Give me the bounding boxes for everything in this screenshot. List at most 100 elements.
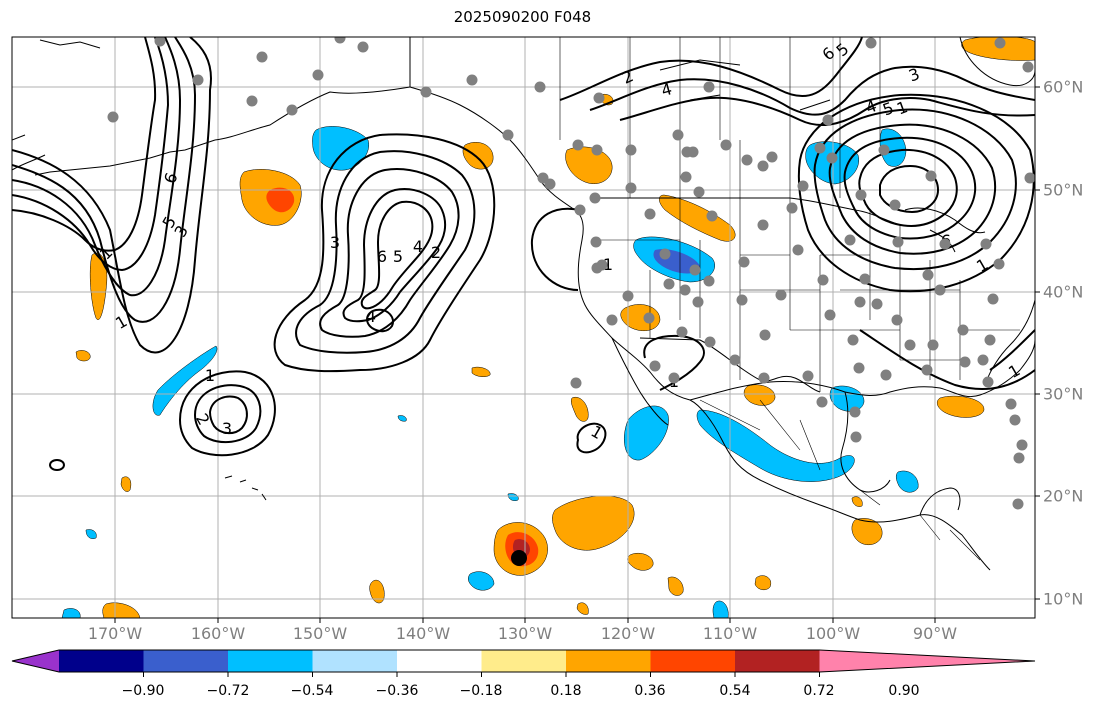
- russia-coast: [12, 39, 101, 171]
- lat-label: 40°N: [1043, 282, 1084, 302]
- contour-label: 5: [393, 247, 403, 266]
- contour-2: [813, 108, 1017, 271]
- graticule: [12, 37, 1035, 618]
- station-marker: [502, 129, 514, 141]
- station-marker: [466, 74, 478, 86]
- station-marker: [625, 144, 637, 156]
- lon-label: 150°W: [292, 624, 348, 643]
- contour-label: 2: [431, 243, 441, 262]
- contour-1: [797, 93, 1035, 293]
- contour-3: [589, 65, 1035, 116]
- contour-label: 6: [377, 247, 387, 266]
- station-marker: [736, 294, 748, 306]
- negative-anomaly-area: [895, 470, 919, 493]
- hawaii-islands: [224, 475, 267, 501]
- station-marker: [792, 244, 804, 256]
- station-marker: [668, 372, 680, 384]
- station-marker: [758, 372, 770, 384]
- contour-1: [989, 329, 1035, 371]
- station-marker: [1016, 439, 1028, 451]
- station-marker: [246, 95, 258, 107]
- contour-1: [643, 334, 705, 391]
- station-marker: [703, 81, 715, 93]
- station-marker: [693, 186, 705, 198]
- positive-anomaly-area: [471, 366, 491, 377]
- colorbar-label: 0.72: [803, 683, 835, 699]
- contour-2: [193, 384, 262, 444]
- station-marker: [802, 370, 814, 382]
- station-marker: [704, 336, 716, 348]
- state-lines: [600, 37, 1020, 392]
- station-marker: [1012, 498, 1024, 510]
- contour-label: 4: [366, 307, 376, 326]
- station-marker: [357, 41, 369, 53]
- negative-anomaly-area: [696, 409, 855, 482]
- positive-anomaly-area: [120, 476, 132, 492]
- station-marker: [982, 376, 994, 388]
- north-coast: [214, 86, 411, 141]
- station-marker: [692, 296, 704, 308]
- positive-anomaly-area: [961, 37, 1035, 61]
- station-marker: [312, 69, 324, 81]
- station-marker: [672, 129, 684, 141]
- station-marker: [420, 86, 432, 98]
- positive-anomaly-area: [576, 602, 589, 615]
- station-marker: [572, 139, 584, 151]
- contour-1: [12, 37, 212, 354]
- colorbar-label: 0.90: [888, 683, 920, 699]
- lon-label: 160°W: [190, 624, 246, 643]
- station-marker: [591, 144, 603, 156]
- colorbar-extend-min: [12, 650, 59, 672]
- station-marker: [1005, 398, 1017, 410]
- station-marker: [847, 334, 859, 346]
- colorbar-swatch: [59, 650, 144, 672]
- station-marker: [850, 431, 862, 443]
- positive-anomaly-area: [89, 253, 108, 320]
- colorbar-label: −0.54: [290, 683, 334, 699]
- station-marker: [107, 111, 119, 123]
- canada-provinces: [559, 37, 881, 198]
- station-marker: [192, 74, 204, 86]
- colorbar: [11, 649, 1036, 677]
- colorbar-outline: [11, 649, 1036, 673]
- station-marker: [934, 284, 946, 296]
- station-marker: [622, 290, 634, 302]
- positive-anomaly-area: [754, 575, 772, 591]
- station-marker: [817, 274, 829, 286]
- negative-anomaly-area: [468, 571, 495, 591]
- anomaly-shading: [61, 37, 1035, 618]
- station-marker: [980, 238, 992, 250]
- contour-label: 4: [659, 79, 674, 100]
- station-marker: [534, 81, 546, 93]
- baja-peninsula: [611, 337, 669, 426]
- station-marker: [775, 289, 787, 301]
- station-marker: [824, 309, 836, 321]
- colorbar-label: 0.18: [550, 683, 582, 699]
- station-marker: [1022, 61, 1034, 73]
- positive-anomaly-area: [369, 579, 385, 604]
- station-marker: [589, 192, 601, 204]
- station-marker: [921, 364, 933, 376]
- station-marker: [984, 334, 996, 346]
- aleutian-islands: [34, 139, 216, 176]
- station-marker: [625, 182, 637, 194]
- contour-3: [319, 168, 460, 338]
- station-marker: [659, 248, 671, 260]
- map-frame: [11, 36, 1036, 619]
- station-marker: [993, 258, 1005, 270]
- east-coast: [984, 299, 1035, 386]
- station-marker: [1013, 452, 1025, 464]
- contour-3: [12, 37, 182, 297]
- station-marker: [814, 142, 826, 154]
- contour-5: [360, 200, 434, 310]
- colorbar-label: −0.18: [459, 683, 503, 699]
- station-marker: [822, 114, 834, 126]
- station-marker: [892, 236, 904, 248]
- station-marker: [865, 37, 877, 49]
- negative-anomaly-area: [152, 345, 218, 416]
- station-marker: [878, 144, 890, 156]
- lon-label: 100°W: [805, 624, 861, 643]
- station-marker: [606, 314, 618, 326]
- station-marker: [706, 210, 718, 222]
- station-marker: [720, 139, 732, 151]
